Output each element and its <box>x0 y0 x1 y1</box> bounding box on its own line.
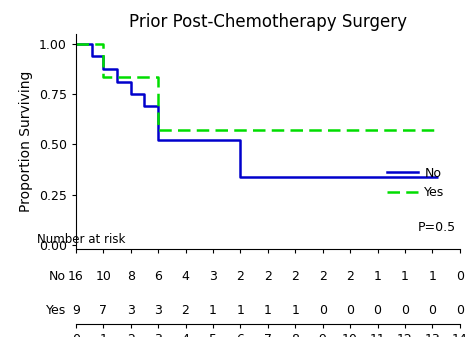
No <box>100 67 106 71</box>
Text: 1: 1 <box>264 304 272 316</box>
Text: 6: 6 <box>154 270 162 283</box>
Yes <box>73 42 79 46</box>
No <box>114 67 120 71</box>
Legend: No, Yes: No, Yes <box>382 162 450 204</box>
Yes <box>435 128 441 132</box>
Text: 1: 1 <box>209 304 217 316</box>
No <box>128 80 134 84</box>
Yes <box>155 128 161 132</box>
Text: 0: 0 <box>456 304 464 316</box>
Line: No: No <box>76 44 438 177</box>
Text: 1: 1 <box>237 304 244 316</box>
Yes <box>100 75 106 79</box>
Text: 2: 2 <box>182 304 190 316</box>
Text: 1: 1 <box>292 304 299 316</box>
Text: 8: 8 <box>127 270 135 283</box>
Text: 7: 7 <box>99 304 107 316</box>
Text: Number at risk: Number at risk <box>37 233 126 246</box>
Text: 1: 1 <box>374 270 382 283</box>
No <box>237 139 243 143</box>
Text: 0: 0 <box>456 270 464 283</box>
Text: 4: 4 <box>182 270 190 283</box>
Text: 3: 3 <box>154 304 162 316</box>
Text: Yes: Yes <box>46 304 66 316</box>
Y-axis label: Proportion Surviving: Proportion Surviving <box>19 71 33 212</box>
Text: 2: 2 <box>346 270 354 283</box>
Text: 0: 0 <box>374 304 382 316</box>
No <box>100 54 106 58</box>
No <box>155 104 161 108</box>
Text: 0: 0 <box>401 304 409 316</box>
No <box>114 80 120 84</box>
Text: No: No <box>49 270 66 283</box>
Yes <box>100 42 106 46</box>
No <box>210 139 216 143</box>
Title: Prior Post-Chemotherapy Surgery: Prior Post-Chemotherapy Surgery <box>129 13 407 31</box>
No <box>142 92 147 96</box>
Text: 1: 1 <box>428 270 436 283</box>
Text: 1: 1 <box>401 270 409 283</box>
Text: 2: 2 <box>319 270 327 283</box>
Text: 3: 3 <box>127 304 135 316</box>
No <box>90 42 95 46</box>
Text: 2: 2 <box>264 270 272 283</box>
Text: 16: 16 <box>68 270 84 283</box>
Yes <box>155 75 161 79</box>
No <box>142 104 147 108</box>
Text: 0: 0 <box>346 304 354 316</box>
Text: 10: 10 <box>95 270 111 283</box>
No <box>237 175 243 179</box>
Line: Yes: Yes <box>76 44 438 130</box>
No <box>155 139 161 143</box>
Yes <box>435 128 441 132</box>
Text: P=0.5: P=0.5 <box>418 221 456 234</box>
Text: 2: 2 <box>292 270 299 283</box>
No <box>435 175 441 179</box>
No <box>90 54 95 58</box>
No <box>128 92 134 96</box>
Text: 3: 3 <box>209 270 217 283</box>
Text: 2: 2 <box>237 270 244 283</box>
No <box>73 42 79 46</box>
Text: 0: 0 <box>428 304 437 316</box>
No <box>435 175 441 179</box>
Text: 0: 0 <box>319 304 327 316</box>
No <box>210 139 216 143</box>
Text: 9: 9 <box>72 304 80 316</box>
